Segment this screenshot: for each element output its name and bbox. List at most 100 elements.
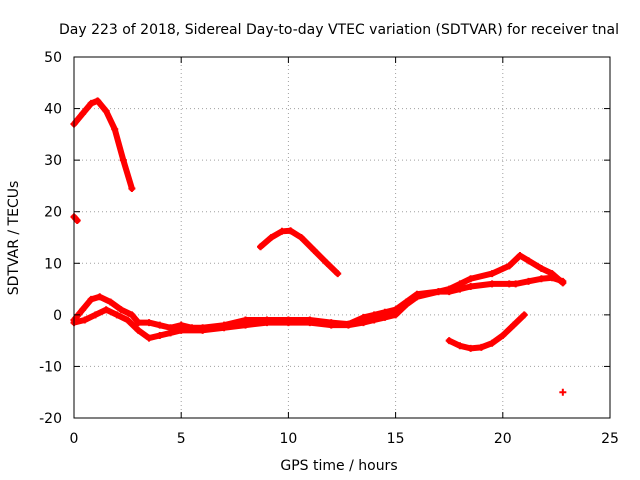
data-point [220, 324, 228, 332]
series-trace [71, 274, 566, 342]
data-point [344, 321, 352, 329]
data-point [456, 285, 464, 293]
data-point [81, 316, 89, 324]
chart-title: Day 223 of 2018, Sidereal Day-to-day VTE… [59, 22, 619, 38]
series-main-band-lower [70, 274, 567, 342]
data-point [370, 316, 378, 324]
data-point [525, 257, 533, 265]
data-point [505, 262, 513, 270]
data-point [512, 280, 520, 288]
data-point [516, 252, 524, 260]
data-point [177, 326, 185, 334]
data-point [402, 301, 410, 309]
data-point [310, 246, 318, 254]
y-tick-label: -20 [39, 411, 62, 427]
data-point [467, 344, 475, 352]
y-tick-label: 0 [53, 308, 62, 324]
data-point [73, 216, 81, 224]
data-point [91, 311, 99, 319]
data-point [548, 274, 556, 282]
data-point [263, 319, 271, 327]
data-point [323, 259, 331, 267]
x-tick-label: 5 [177, 431, 186, 447]
data-point [156, 331, 164, 339]
data-point [505, 280, 513, 288]
data-point [525, 277, 533, 285]
data-point [467, 275, 475, 283]
data-point [128, 311, 136, 319]
data-point [94, 97, 102, 105]
data-point [242, 321, 250, 329]
data-point [96, 293, 104, 301]
data-point [128, 185, 136, 193]
x-tick-label: 0 [70, 431, 79, 447]
data-point [488, 339, 496, 347]
data-point [257, 243, 265, 251]
y-tick-label: 20 [44, 205, 62, 221]
data-point [434, 288, 442, 296]
data-point [520, 311, 528, 319]
series-main-band-upper [70, 252, 567, 332]
y-tick-label: 40 [44, 102, 62, 118]
data-point [87, 99, 95, 107]
data-point [199, 326, 207, 334]
data-point [445, 288, 453, 296]
data-point [102, 306, 110, 314]
x-axis-label: GPS time / hours [280, 458, 397, 474]
data-point [113, 311, 121, 319]
data-point [467, 282, 475, 290]
series-arc-early-high [70, 97, 136, 193]
data-point [559, 388, 567, 396]
grid [74, 57, 610, 418]
data-point [117, 306, 125, 314]
y-tick-label: -10 [39, 359, 62, 375]
data-point [559, 277, 567, 285]
data-point [145, 319, 153, 327]
data-point [106, 298, 114, 306]
y-tick-label: 10 [44, 256, 62, 272]
x-tick-label: 25 [601, 431, 619, 447]
data-point [102, 107, 110, 115]
data-point [413, 293, 421, 301]
data-point [456, 342, 464, 350]
y-tick-label: 30 [44, 153, 62, 169]
data-point [79, 306, 87, 314]
data-point [392, 311, 400, 319]
data-point [134, 326, 142, 334]
ticks: 0 5 10 15 20 25 -20 -10 0 10 20 30 40 50 [39, 50, 619, 447]
series-arc-midday-bump [257, 227, 342, 278]
data-point [297, 234, 305, 241]
series-isolated-early [70, 213, 81, 224]
x-tick-label: 10 [279, 431, 297, 447]
data-point [156, 321, 164, 329]
series-isolated-late [559, 388, 567, 396]
data-point [537, 275, 545, 283]
data-point [134, 319, 142, 327]
data-points [70, 97, 567, 396]
data-point [445, 337, 453, 345]
series-evening-dip [445, 311, 528, 352]
data-point [327, 321, 335, 329]
series-trace [257, 227, 341, 277]
plot-border [73, 56, 611, 419]
x-tick-label: 15 [387, 431, 405, 447]
y-axis-label: SDTVAR / TECUs [6, 181, 22, 296]
data-point [306, 319, 314, 327]
y-tick-label: 50 [44, 50, 62, 66]
data-point [488, 280, 496, 288]
data-point [287, 227, 295, 235]
data-point [499, 331, 507, 339]
data-point [119, 156, 127, 164]
data-point [79, 110, 87, 118]
data-point [87, 295, 95, 303]
data-point [267, 234, 275, 241]
series-trace [71, 252, 566, 331]
data-point [145, 334, 153, 342]
data-point [334, 270, 342, 278]
data-point [278, 227, 286, 235]
data-point [488, 270, 496, 278]
data-point [381, 313, 389, 321]
data-point [477, 343, 485, 351]
data-point [359, 319, 367, 327]
